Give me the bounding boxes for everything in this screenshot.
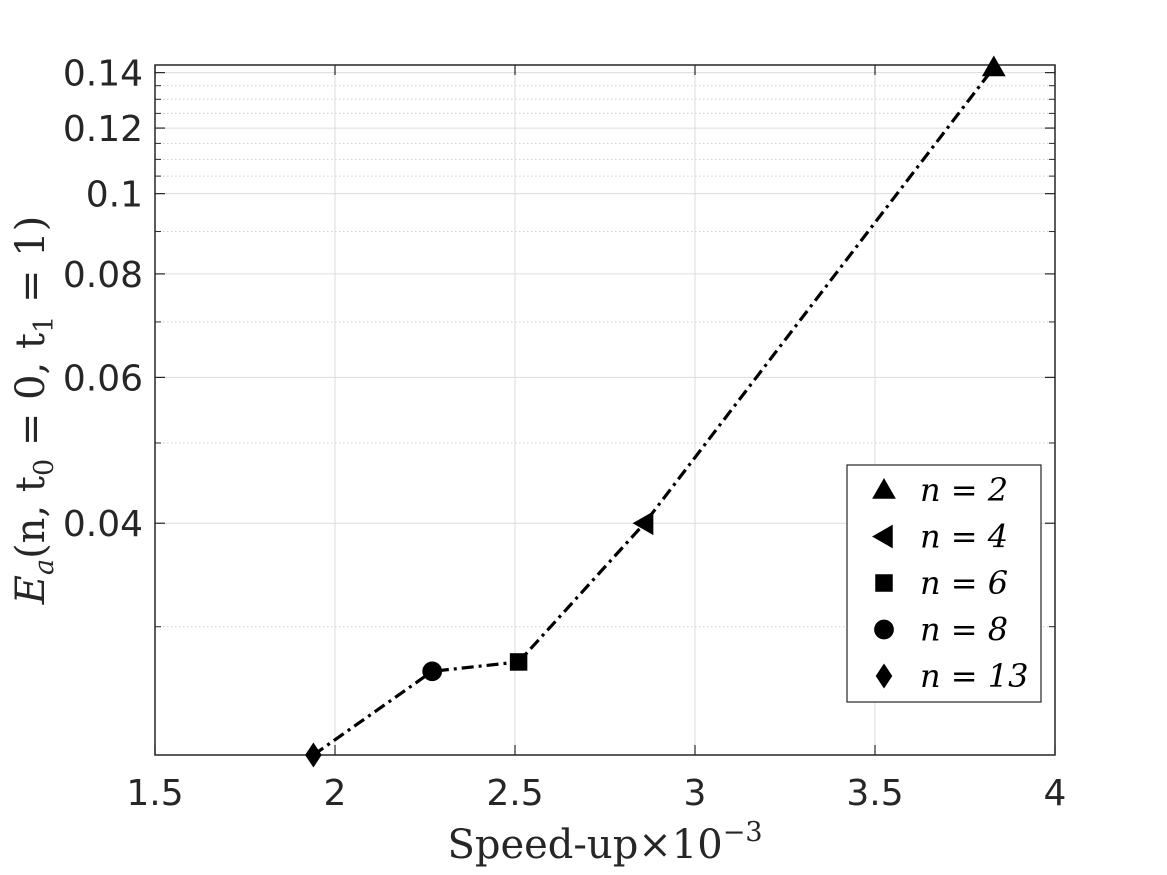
y-tick-label: 0.14 (63, 54, 143, 95)
legend-marker-triangle-up (872, 477, 896, 499)
y-tick-label: 0.12 (63, 109, 143, 150)
x-axis-label-exponent: −3 (723, 817, 763, 848)
x-axis-label: Speed-up×10−3 (447, 817, 762, 868)
data-point-diamond (305, 742, 322, 768)
data-point-triangle-up (981, 55, 1006, 77)
x-tick-label: 3 (684, 773, 707, 814)
data-point-circle (422, 661, 443, 682)
x-tick-label: 3.5 (846, 773, 903, 814)
y-tick-label: 0.08 (63, 255, 143, 296)
legend-label: n = 6 (920, 564, 1008, 602)
legend-marker-triangle-left (871, 524, 893, 549)
y-tick-labels: 0.04 0.06 0.08 0.1 0.12 0.14 (63, 54, 143, 546)
markers (305, 55, 1006, 768)
x-tick-label: 2.5 (486, 773, 543, 814)
legend-label: n = 2 (920, 471, 1008, 509)
x-tick-label: 4 (1044, 773, 1067, 814)
plot-frame (154, 64, 1056, 756)
y-tick-label: 0.1 (86, 175, 143, 216)
x-tick-label: 1.5 (126, 773, 183, 814)
legend-marker-diamond (875, 663, 893, 689)
x-tick-labels: 1.5 2 2.5 3 3.5 4 (126, 773, 1066, 814)
x-tick-label: 2 (324, 773, 347, 814)
legend-label: n = 13 (920, 657, 1028, 695)
legend-marker-circle (874, 619, 894, 640)
legend: n = 2 n = 4 n = 6 n = 8 n = 13 (846, 464, 1042, 703)
legend-label: n = 4 (920, 518, 1008, 556)
y-axis-label: Ea(n, t0 = 0, t1 = 1) (8, 216, 60, 605)
data-point-triangle-left (632, 511, 654, 536)
legend-label: n = 8 (920, 611, 1008, 649)
y-tick-label: 0.06 (63, 358, 143, 399)
axis-ticks (154, 65, 1056, 755)
data-point-square (509, 653, 528, 671)
legend-marker-square (875, 574, 893, 592)
y-tick-label: 0.04 (63, 504, 143, 545)
